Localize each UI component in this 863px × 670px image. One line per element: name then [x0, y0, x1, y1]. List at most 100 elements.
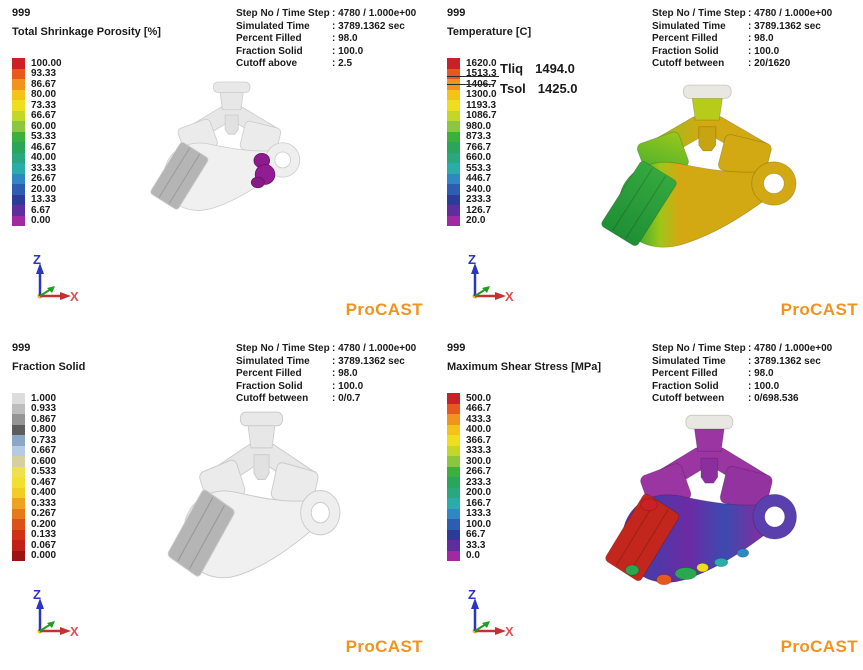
panel-porosity: 999 Total Shrinkage Porosity [%] Step No… — [0, 0, 428, 335]
info-label: Step No / Time Step — [236, 8, 330, 19]
info-row: Fraction Solid: 100.0 — [236, 381, 448, 394]
colorbar-swatch — [12, 152, 25, 163]
colorbar-band: 126.7 — [447, 205, 497, 216]
colorbar-band: 980.0 — [447, 121, 497, 132]
colorbar-swatch — [447, 435, 460, 446]
colorbar-swatch — [447, 163, 460, 174]
colorbar-band: 446.7 — [447, 173, 497, 184]
colorbar-swatch — [12, 121, 25, 132]
tsol-value: 1425.0 — [537, 81, 578, 96]
frame-number: 999 — [447, 342, 466, 354]
info-value: : 0/0.7 — [332, 393, 361, 404]
info-value: : 2.5 — [332, 58, 353, 69]
info-value: : 3789.1362 sec — [748, 20, 821, 32]
colorbar-swatch — [12, 466, 25, 477]
colorbar-swatch — [447, 184, 460, 195]
colorbar-band: 266.7 — [447, 466, 491, 477]
colorbar-band: 93.33 — [12, 68, 62, 79]
axis-z-label: Z — [33, 587, 41, 602]
model-viewport-fraction-solid[interactable] — [165, 407, 361, 603]
colorbar-band: 0.867 — [12, 414, 56, 425]
colorbar-band: 1193.3 — [447, 100, 497, 111]
info-value: : 100.0 — [332, 380, 364, 392]
info-label: Fraction Solid — [652, 380, 719, 392]
colorbar-value: 100.00 — [31, 57, 62, 69]
info-label: Fraction Solid — [652, 45, 719, 57]
colorbar-swatch — [447, 58, 460, 69]
info-row: Step No / Time Step: 4780 / 1.000e+00 — [652, 8, 863, 21]
colorbar-swatch — [447, 215, 460, 226]
info-row: Simulated Time: 3789.1362 sec — [236, 356, 448, 369]
colorbar-value: 33.33 — [31, 162, 57, 174]
info-row: Percent Filled : 98.0 — [652, 368, 863, 381]
model-viewport-shear-stress[interactable] — [602, 410, 820, 608]
colorbar-swatch — [447, 550, 460, 561]
colorbar-swatch — [447, 393, 460, 404]
colorbar-value: 766.7 — [466, 141, 492, 153]
colorbar-swatch — [447, 540, 460, 551]
colorbar-value: 0.533 — [31, 466, 57, 478]
axis-z-label: Z — [468, 587, 476, 602]
info-row: Step No / Time Step: 4780 / 1.000e+00 — [236, 343, 448, 356]
colorbar-band: 40.00 — [12, 152, 62, 163]
colorbar-swatch — [447, 131, 460, 142]
colorbar-swatch — [12, 163, 25, 174]
colorbar-band: 0.667 — [12, 445, 56, 456]
colorbar-value: 366.7 — [466, 434, 492, 446]
colorbar-value: 86.67 — [31, 78, 57, 90]
info-row: Percent Filled: 98.0 — [236, 368, 448, 381]
colorbar-value: 26.67 — [31, 173, 57, 185]
panel-temperature: 999 Temperature [C] Step No / Time Step:… — [435, 0, 863, 335]
colorbar-swatch — [12, 79, 25, 90]
colorbar-band: 100.0 — [447, 519, 491, 530]
info-label: Step No / Time Step — [652, 343, 746, 354]
colorbar-band: 0.533 — [12, 466, 57, 478]
colorbar-value: 0.333 — [31, 497, 57, 509]
info-value: : 98.0 — [332, 33, 358, 44]
colorbar-value: 873.3 — [466, 131, 492, 143]
colorbar-swatch — [12, 100, 25, 111]
colorbar-band: 233.3 — [447, 477, 491, 488]
colorbar-band: 26.67 — [12, 173, 62, 185]
info-label: Percent Filled — [652, 33, 718, 44]
colorbar-swatch — [447, 194, 460, 205]
colorbar-band: 0.600 — [12, 456, 56, 467]
colorbar-value: 0.867 — [31, 413, 57, 425]
colorbar-swatch — [447, 445, 460, 456]
colorbar-swatch — [12, 142, 25, 153]
colorbar-swatch — [12, 414, 25, 425]
colorbar-swatch — [447, 519, 460, 530]
colorbar-swatch — [12, 393, 25, 404]
colorbar-value: 0.800 — [31, 424, 57, 436]
info-label: Simulated Time — [236, 20, 310, 32]
colorbar-swatch — [447, 173, 460, 184]
model-viewport-temperature[interactable] — [598, 80, 820, 272]
axis-z-label: Z — [468, 252, 476, 267]
colorbar-swatch — [447, 68, 460, 79]
info-value: : 98.0 — [748, 368, 774, 379]
colorbar-swatch — [12, 435, 25, 446]
info-label: Percent Filled — [652, 368, 718, 379]
colorbar-swatch — [12, 550, 25, 561]
colorbar-swatch — [447, 89, 460, 100]
info-label: Simulated Time — [652, 355, 726, 367]
colorbar-value: 233.3 — [466, 476, 492, 488]
colorbar-band: 20.00 — [12, 184, 62, 195]
colorbar-swatch — [447, 100, 460, 111]
panel-title: Total Shrinkage Porosity [%] — [12, 26, 161, 38]
colorbar-swatch — [12, 173, 25, 184]
colorbar-swatch — [12, 215, 25, 226]
frame-number: 999 — [12, 7, 31, 19]
info-value: : 98.0 — [748, 33, 774, 44]
colorbar-band: 0.400 — [12, 487, 56, 498]
colorbar-legend: 100.00 93.33 86.67 80.00 73.33 66.67 60.00 53.3… — [12, 58, 62, 226]
info-label: Cutoff between — [652, 58, 725, 69]
info-value: : 100.0 — [748, 45, 780, 57]
info-value: : 100.0 — [748, 380, 780, 392]
info-row: Fraction Solid : 100.0 — [652, 381, 863, 394]
model-viewport-porosity[interactable] — [148, 78, 318, 230]
axis-triad: Z X — [33, 587, 79, 639]
colorbar-band: 400.0 — [447, 424, 491, 435]
colorbar-band: 553.3 — [447, 163, 497, 174]
frame-number: 999 — [447, 7, 466, 19]
